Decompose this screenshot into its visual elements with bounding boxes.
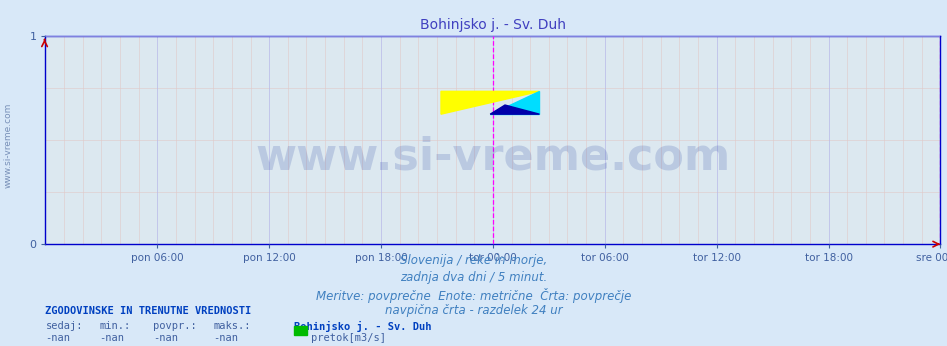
Text: Bohinjsko j. - Sv. Duh: Bohinjsko j. - Sv. Duh	[294, 321, 431, 332]
Title: Bohinjsko j. - Sv. Duh: Bohinjsko j. - Sv. Duh	[420, 18, 566, 33]
Text: sedaj:: sedaj:	[45, 321, 83, 331]
Text: maks.:: maks.:	[213, 321, 251, 331]
Text: zadnja dva dni / 5 minut.: zadnja dva dni / 5 minut.	[400, 271, 547, 284]
Text: Slovenija / reke in morje,: Slovenija / reke in morje,	[400, 254, 547, 267]
Text: ZGODOVINSKE IN TRENUTNE VREDNOSTI: ZGODOVINSKE IN TRENUTNE VREDNOSTI	[45, 306, 252, 316]
Text: -nan: -nan	[213, 333, 238, 343]
Text: navpična črta - razdelek 24 ur: navpična črta - razdelek 24 ur	[384, 304, 563, 317]
Text: -nan: -nan	[153, 333, 178, 343]
Text: povpr.:: povpr.:	[153, 321, 197, 331]
Text: -nan: -nan	[99, 333, 124, 343]
Text: -nan: -nan	[45, 333, 70, 343]
Text: pretok[m3/s]: pretok[m3/s]	[311, 333, 385, 343]
Text: min.:: min.:	[99, 321, 131, 331]
Polygon shape	[491, 105, 540, 114]
Text: www.si-vreme.com: www.si-vreme.com	[256, 135, 730, 178]
Polygon shape	[491, 91, 540, 114]
Text: Meritve: povprečne  Enote: metrične  Črta: povprečje: Meritve: povprečne Enote: metrične Črta:…	[315, 288, 632, 302]
Text: www.si-vreme.com: www.si-vreme.com	[4, 103, 13, 188]
Polygon shape	[441, 91, 540, 114]
